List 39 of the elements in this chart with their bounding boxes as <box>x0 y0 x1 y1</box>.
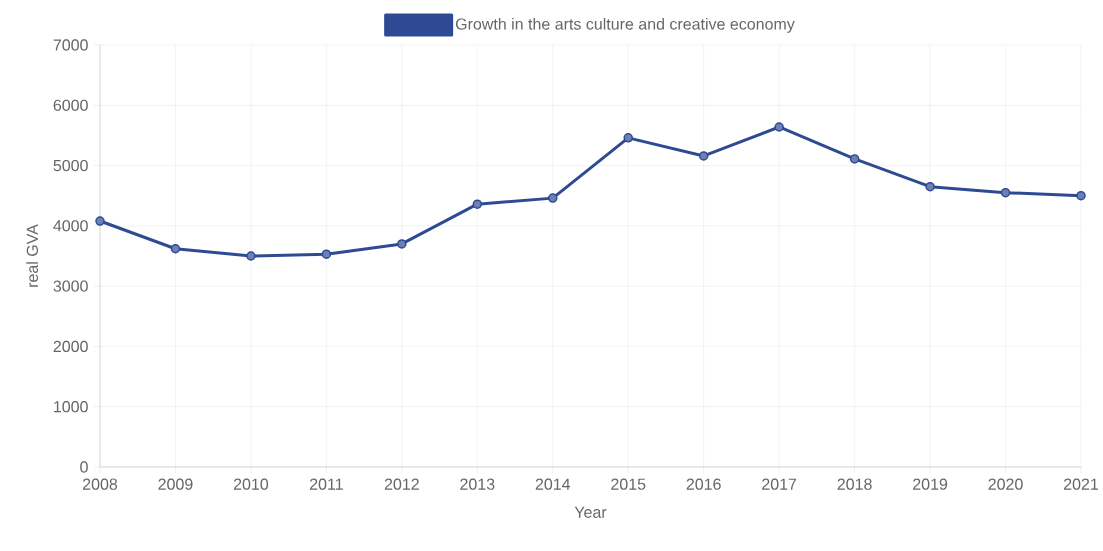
y-tick-label: 4000 <box>53 220 88 232</box>
x-axis-title: Year <box>574 506 607 518</box>
point <box>623 133 633 143</box>
x-tick-label: 2012 <box>384 478 419 490</box>
point <box>472 199 483 209</box>
x-tick-label: 2015 <box>611 478 646 490</box>
point <box>698 151 709 161</box>
x-tick-label: 2021 <box>1064 478 1098 490</box>
point <box>170 244 181 254</box>
point <box>95 216 105 226</box>
y-tick-label: 5000 <box>53 159 88 172</box>
x-tick-label: 2009 <box>158 478 193 490</box>
x-tick-label: 2014 <box>535 478 571 490</box>
y-tick-label: 2000 <box>53 340 88 353</box>
x-tick-label: 2013 <box>460 478 495 490</box>
x-tick-label: 2018 <box>837 478 872 490</box>
point <box>774 122 784 132</box>
point <box>321 249 332 259</box>
x-tick-label: 2019 <box>913 478 948 490</box>
x-tick-label: 2011 <box>309 478 343 490</box>
point <box>1000 187 1011 198</box>
point <box>397 239 407 249</box>
y-axis-title: real GVA <box>26 224 39 287</box>
point <box>246 251 256 261</box>
y-tick-label: 3000 <box>53 280 88 292</box>
point <box>849 154 860 164</box>
y-tick-label: 0 <box>80 461 88 473</box>
x-tick-label: 2008 <box>83 478 118 490</box>
y-tick-label: 7000 <box>53 39 88 51</box>
point <box>925 181 935 192</box>
legend-label: Growth in the arts culture and creative economy <box>455 17 795 33</box>
x-tick-label: 2010 <box>233 478 269 490</box>
point <box>548 193 558 203</box>
x-tick-label: 2020 <box>988 478 1023 490</box>
y-tick-label: 1000 <box>54 401 88 413</box>
y-tick-label: 6000 <box>53 99 88 111</box>
point <box>1076 190 1086 201</box>
x-tick-label: 2017 <box>762 478 797 490</box>
x-tick-label: 2016 <box>686 478 721 490</box>
